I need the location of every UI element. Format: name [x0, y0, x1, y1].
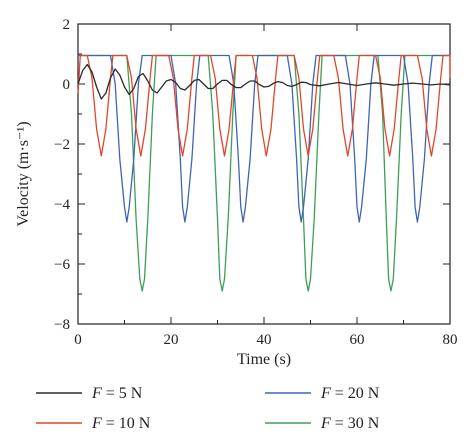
y-tick-label: 2 — [63, 17, 71, 33]
x-axis-label: Time (s) — [237, 351, 291, 368]
legend-label: F = 10 N — [91, 415, 151, 432]
legend-item: F = 20 N — [265, 385, 380, 402]
series-line-0 — [77, 63, 451, 100]
y-tick-label: −6 — [54, 257, 70, 273]
x-tick-label: 40 — [257, 332, 272, 348]
y-tick-label: −4 — [54, 197, 70, 213]
y-axis-label: Velocity (m·s⁻¹) — [15, 121, 32, 226]
series-line-3 — [78, 54, 450, 292]
series-line-1 — [77, 54, 451, 157]
legend: F = 5 N F = 10 N F = 20 N F = 30 N — [36, 385, 380, 432]
legend-label: F = 20 N — [320, 385, 380, 402]
legend-item: F = 10 N — [36, 415, 151, 432]
legend-label: F = 5 N — [91, 385, 143, 402]
legend-item: F = 30 N — [265, 415, 380, 432]
series-line-2 — [78, 54, 450, 223]
x-tick-label: 20 — [164, 332, 179, 348]
x-tick-label: 0 — [74, 332, 82, 348]
x-tick-label: 60 — [350, 332, 365, 348]
x-tick-label: 80 — [443, 332, 458, 348]
legend-item: F = 5 N — [36, 385, 143, 402]
legend-label: F = 30 N — [320, 415, 380, 432]
y-tick-label: −8 — [54, 317, 70, 333]
series-lines — [77, 54, 451, 292]
y-tick-label: 0 — [63, 77, 71, 93]
y-tick-label: −2 — [54, 137, 70, 153]
